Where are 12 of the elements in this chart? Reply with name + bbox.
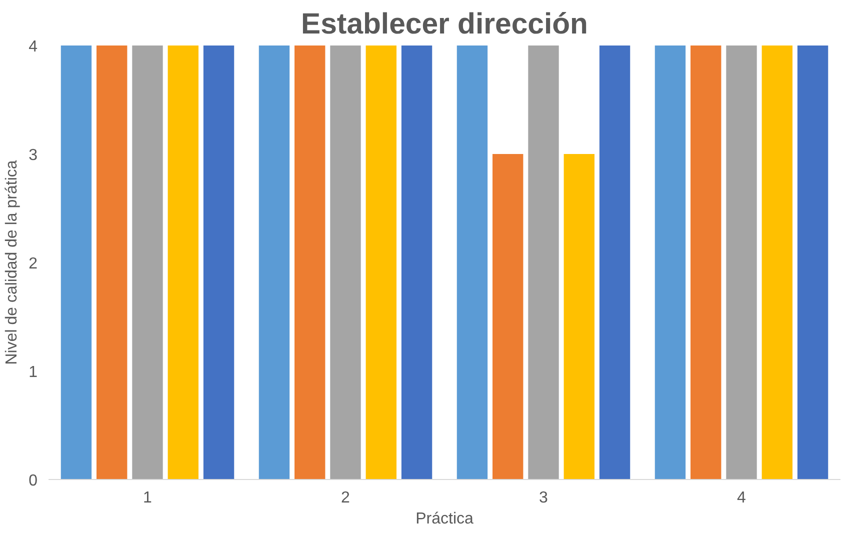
y-tick-label: 3 [28, 147, 38, 164]
y-tick-label: 0 [28, 472, 38, 490]
y-tick-label: 4 [28, 38, 38, 56]
x-axis-title: Práctica [416, 510, 474, 528]
y-tick-label: 1 [28, 364, 38, 381]
y-tick-label: 2 [28, 256, 38, 272]
y-axis-title: Nivel de calidad de la prática [4, 160, 21, 365]
x-tick-label: 4 [737, 490, 746, 506]
x-tick-label: 3 [539, 490, 548, 506]
x-tick-label: 1 [143, 490, 152, 506]
chart-title: Establecer dirección [301, 8, 588, 40]
x-tick-label: 2 [341, 490, 350, 506]
